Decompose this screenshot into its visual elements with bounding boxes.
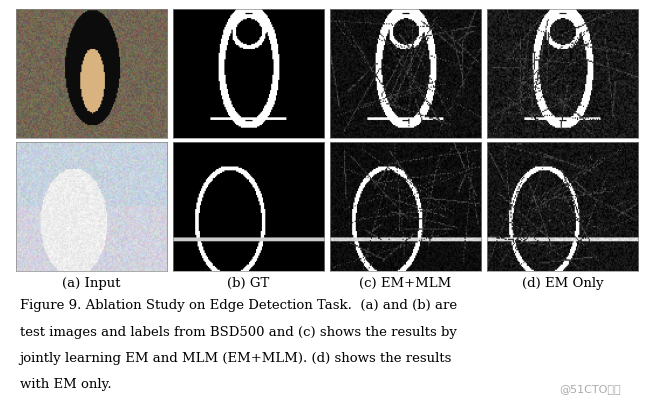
Text: test images and labels from BSD500 and (c) shows the results by: test images and labels from BSD500 and (…	[20, 325, 456, 338]
Text: (d) EM Only: (d) EM Only	[522, 277, 603, 290]
Text: with EM only.: with EM only.	[20, 377, 111, 390]
Text: (b) GT: (b) GT	[228, 277, 269, 290]
Text: jointly learning EM and MLM (EM+MLM). (d) shows the results: jointly learning EM and MLM (EM+MLM). (d…	[20, 351, 452, 364]
Text: (c) EM+MLM: (c) EM+MLM	[359, 277, 452, 290]
Text: Figure 9. Ablation Study on Edge Detection Task.  (a) and (b) are: Figure 9. Ablation Study on Edge Detecti…	[20, 299, 456, 312]
Text: (a) Input: (a) Input	[62, 277, 121, 290]
Text: @51CTO博客: @51CTO博客	[560, 383, 621, 393]
